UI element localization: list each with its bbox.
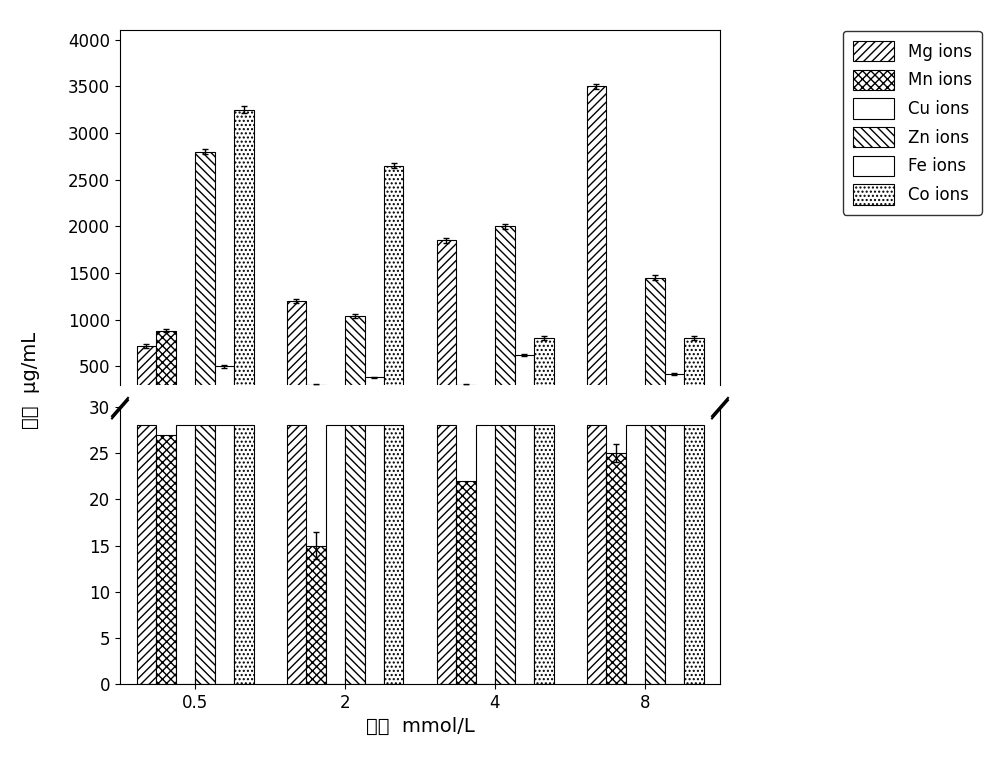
Bar <box>195 152 214 413</box>
Bar <box>534 338 554 413</box>
Bar <box>586 87 606 413</box>
Bar <box>495 426 514 684</box>
Bar <box>436 240 456 413</box>
Bar <box>664 374 684 413</box>
Bar <box>195 426 214 684</box>
Bar <box>136 426 156 684</box>
Bar <box>287 301 306 413</box>
Bar <box>384 166 403 413</box>
Bar <box>664 426 684 684</box>
Bar <box>326 426 345 684</box>
Bar <box>476 426 495 684</box>
Bar <box>586 426 606 684</box>
Bar <box>234 109 254 413</box>
Bar <box>306 546 326 684</box>
Bar <box>364 426 384 684</box>
Bar <box>606 388 626 413</box>
Bar <box>384 426 403 684</box>
Bar <box>176 426 195 684</box>
Bar <box>436 426 456 684</box>
Bar <box>684 426 704 684</box>
Bar <box>156 331 176 413</box>
Bar <box>136 346 156 413</box>
Bar <box>626 426 645 684</box>
Bar <box>456 481 476 684</box>
Bar <box>214 426 234 684</box>
X-axis label: 浓度  mmol/L: 浓度 mmol/L <box>366 717 474 736</box>
Bar <box>514 426 534 684</box>
Bar <box>214 366 234 413</box>
Text: 效价  μg/mL: 效价 μg/mL <box>20 331 40 429</box>
Bar <box>234 426 254 684</box>
Legend: Mg ions, Mn ions, Cu ions, Zn ions, Fe ions, Co ions: Mg ions, Mn ions, Cu ions, Zn ions, Fe i… <box>843 31 982 215</box>
Bar <box>684 338 704 413</box>
Bar <box>287 426 306 684</box>
Bar <box>364 378 384 413</box>
Bar <box>606 453 626 684</box>
Bar <box>456 385 476 413</box>
Bar <box>534 426 554 684</box>
Bar <box>306 385 326 413</box>
Bar <box>514 355 534 413</box>
Bar <box>345 316 364 413</box>
Bar <box>495 226 514 413</box>
Bar <box>156 435 176 684</box>
Bar <box>345 426 364 684</box>
Bar <box>645 426 664 684</box>
Bar <box>645 277 664 413</box>
